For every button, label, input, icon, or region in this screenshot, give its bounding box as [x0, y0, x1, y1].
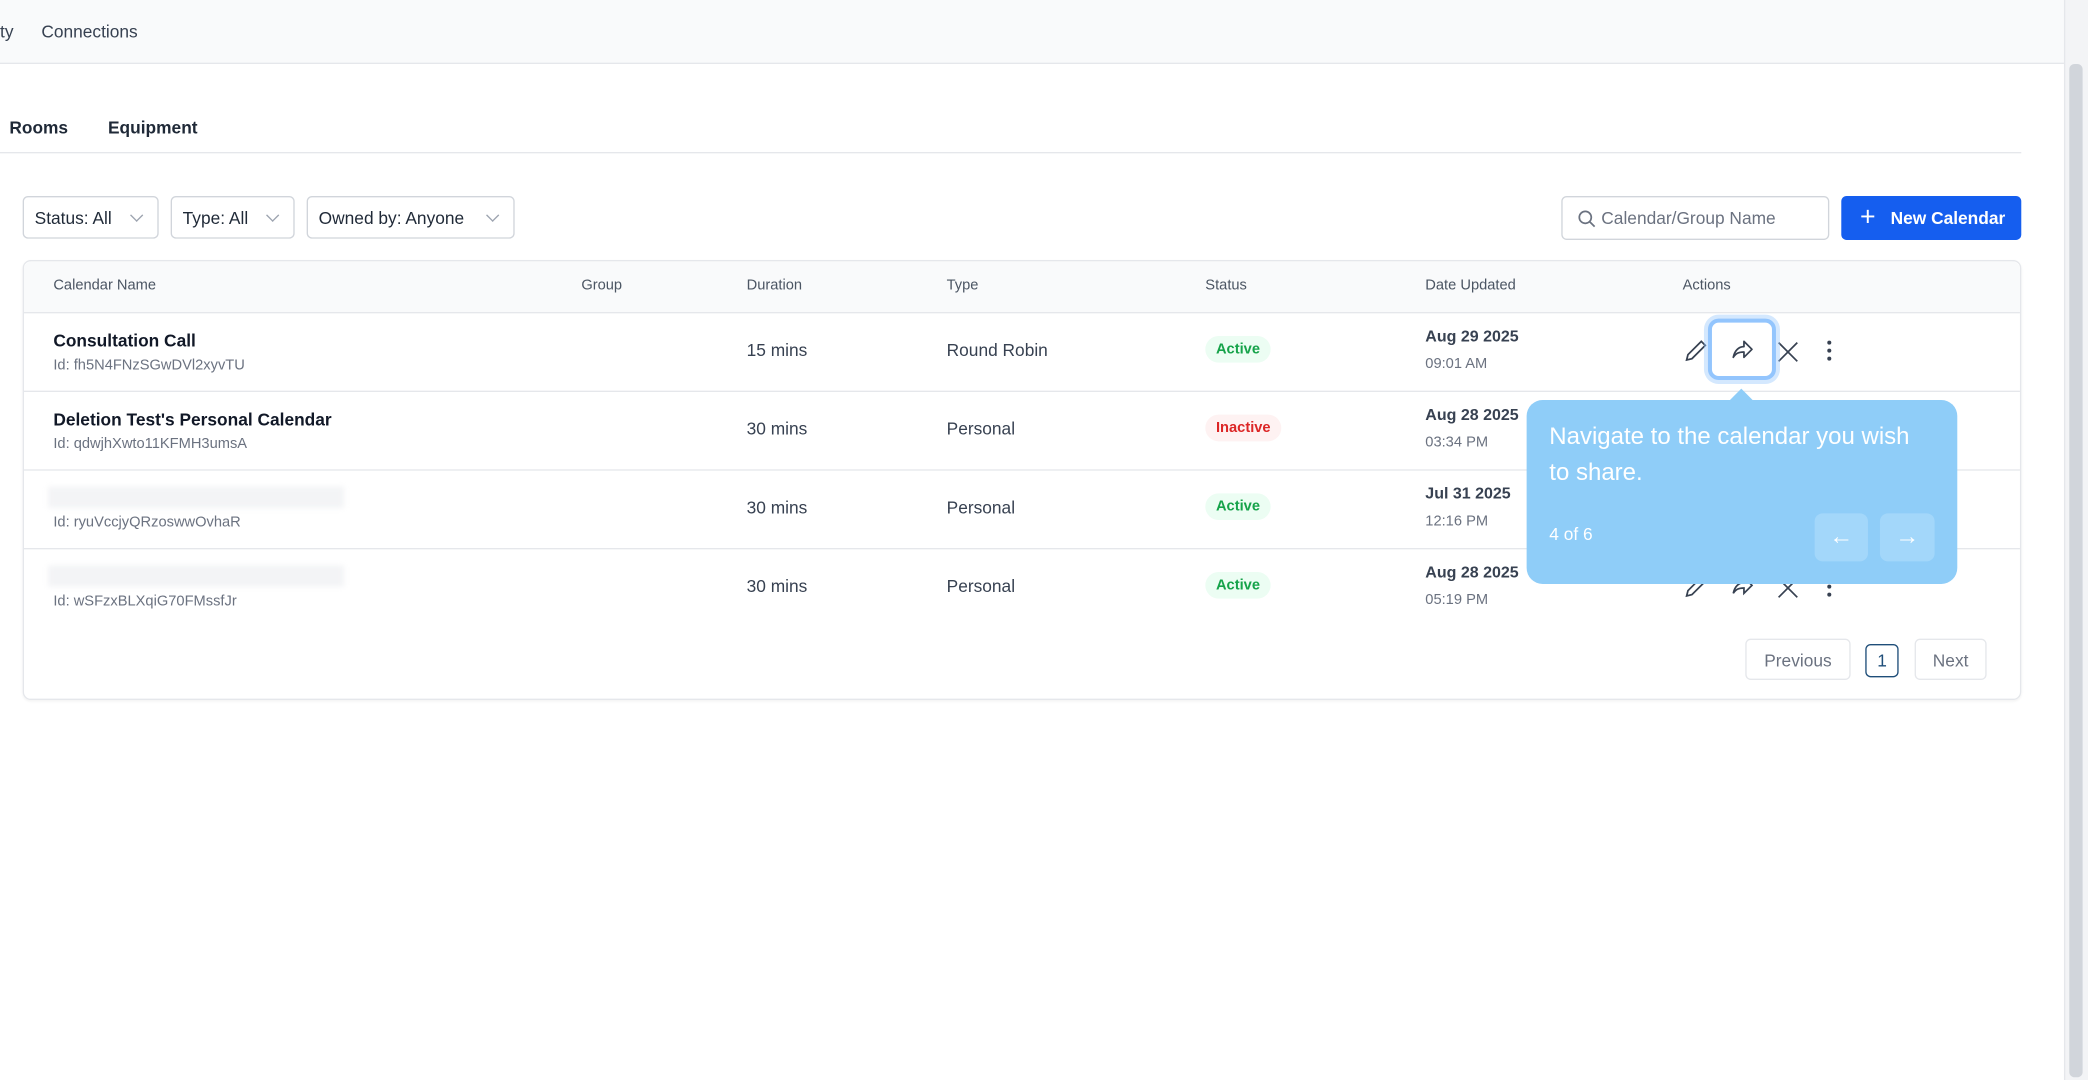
calendar-id: Id: wSFzxBLXqiG70FMssfJr: [53, 593, 237, 610]
scrollbar[interactable]: [2063, 0, 2088, 1080]
duration: 15 mins: [746, 339, 808, 360]
time: 03:34 PM: [1425, 434, 1489, 451]
column-header: Date Updated: [1425, 277, 1516, 294]
nav-item[interactable]: ty: [0, 21, 14, 42]
status-badge: Active: [1205, 493, 1271, 520]
search-placeholder: Calendar/Group Name: [1601, 207, 1776, 228]
table-row: [23, 547, 2020, 628]
status-badge: Inactive: [1205, 414, 1282, 442]
calendar-name[interactable]: Consultation Call: [53, 330, 196, 351]
calendar-id: Id: fh5N4FNzSGwDVl2xyvTU: [53, 357, 245, 374]
time: 09:01 AM: [1425, 355, 1488, 372]
next-button[interactable]: Next: [1914, 638, 1987, 680]
tooltip-next[interactable]: →: [1879, 513, 1935, 562]
tab[interactable]: Equipment: [107, 117, 198, 138]
search-box[interactable]: Calendar/Group Name: [1561, 195, 1830, 240]
time: 05:19 PM: [1425, 591, 1489, 608]
duration: 30 mins: [746, 575, 808, 596]
date: Aug 29 2025: [1425, 326, 1519, 346]
type: Personal: [946, 497, 1016, 518]
column-header: Duration: [746, 277, 803, 294]
blurred-name: [47, 486, 344, 508]
blurred-name: [47, 565, 344, 587]
table-row: [23, 390, 2020, 471]
table: [22, 259, 2022, 700]
column-header: Status: [1205, 277, 1247, 294]
filter[interactable]: Owned by: Anyone: [306, 195, 515, 239]
date: Aug 28 2025: [1425, 562, 1519, 582]
time: 12:16 PM: [1425, 513, 1489, 530]
divider: [0, 151, 2022, 154]
date: Jul 31 2025: [1425, 483, 1511, 503]
tooltip-text: Navigate to the calendar you wish to sha…: [1549, 422, 1910, 486]
date: Aug 28 2025: [1425, 405, 1519, 424]
table-row: [23, 469, 2020, 549]
highlight[interactable]: [1707, 318, 1776, 380]
tooltip-prev[interactable]: ←: [1814, 513, 1868, 562]
type: Personal: [946, 418, 1016, 439]
tooltip: Navigate to the calendar you wish to sha…: [1526, 388, 1958, 584]
column-header: Group: [581, 277, 623, 294]
duration: 30 mins: [746, 497, 808, 518]
table-row: [23, 311, 2020, 392]
status-badge: Active: [1205, 571, 1271, 599]
calendar-name[interactable]: Deletion Test's Personal Calendar: [53, 409, 332, 430]
search-icon: [1578, 210, 1596, 228]
type: Round Robin: [946, 339, 1048, 360]
filter[interactable]: Status: All: [22, 195, 159, 239]
filter[interactable]: Type: All: [170, 195, 295, 239]
column-header: Calendar Name: [53, 277, 157, 294]
status-badge: Active: [1205, 335, 1271, 363]
button-label: New Calendar: [1890, 207, 2006, 228]
tooltip-step: 4 of 6: [1549, 523, 1593, 544]
share-icon: [1732, 340, 1753, 359]
page-button[interactable]: 1: [1865, 643, 1899, 678]
column-header: Actions: [1682, 277, 1731, 294]
duration: 30 mins: [746, 418, 808, 439]
top-bar: [0, 0, 2064, 64]
new-calendar-button[interactable]: + New Calendar: [1841, 195, 2022, 240]
column-header: Type: [946, 277, 979, 294]
type: Personal: [946, 575, 1016, 596]
nav-item[interactable]: Connections: [41, 21, 138, 42]
previous-button[interactable]: Previous: [1745, 638, 1851, 680]
calendar-id: Id: qdwjhXwto11KFMH3umsA: [53, 435, 248, 452]
calendar-id: Id: ryuVccjyQRzoswwOvhaR: [53, 514, 241, 531]
tab[interactable]: Rooms: [9, 117, 69, 138]
